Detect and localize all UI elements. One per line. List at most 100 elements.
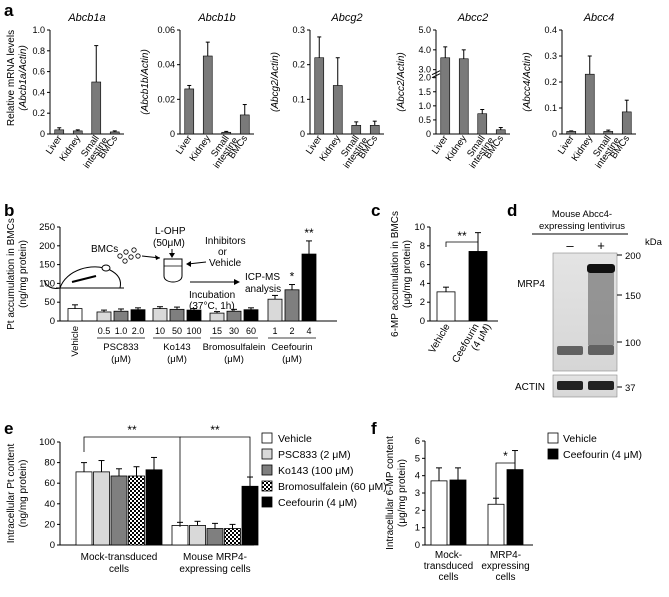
ylabel-line-1: Intracellular Pt content	[6, 444, 17, 544]
y-tick-label: 2.0	[418, 73, 431, 83]
dose-label: 10	[155, 326, 165, 336]
band-label-mrp4: MRP4	[517, 279, 545, 290]
y-tick-label: 5.0	[418, 25, 431, 35]
panel-c-6mp-chart: 6-MP accumulation in BMCs (μg/mg protein)…	[390, 211, 498, 365]
dose-label: 50	[172, 326, 182, 336]
mouse-ear	[101, 264, 111, 272]
chart-title: Abcg2	[330, 12, 362, 24]
bar-3-0	[128, 475, 145, 546]
group-label: Mouse MRP4-	[183, 552, 247, 563]
bar-small-intestine	[603, 131, 614, 135]
significance-mark: *	[503, 449, 508, 463]
schematic-incubation-cond: (37°C, 1h)	[189, 301, 235, 312]
significance-bracket	[495, 462, 516, 503]
bar-bromosulfalein-2	[243, 309, 259, 322]
panel-d-western-blot: Mouse Abcc4- expressing lentivirus – + k…	[515, 209, 663, 398]
cells-icon	[117, 247, 141, 264]
y-tick-label: 0	[552, 129, 557, 139]
dose-label: 2	[289, 326, 294, 336]
legend-label-1: Ceefourin (4 μM)	[563, 449, 642, 461]
tube-icon	[163, 258, 183, 283]
y-tick-label: 0.1	[544, 103, 557, 113]
band-label-actin: ACTIN	[515, 382, 545, 393]
panel-a-chart-abcc4: Abcc4(Abcc4/Actin)00.10.20.30.4LiverKidn…	[522, 12, 636, 171]
blot-title-line-2: expressing lentivirus	[539, 221, 625, 232]
bar-1	[468, 251, 488, 322]
legend-label-2: Ko143 (100 μM)	[278, 465, 354, 477]
bar-3-1	[224, 528, 241, 546]
y-tick-label: 5	[415, 453, 420, 464]
group-label: expressing	[481, 561, 529, 572]
schematic-inhibitors-3: Vehicle	[209, 258, 242, 269]
panel-a-ylabel-line-2: (Abcb1a/Actin)	[18, 45, 29, 111]
arrow-head-drug	[169, 253, 175, 258]
mrp4-smear-plus	[588, 273, 614, 345]
significance-bracket-2	[180, 436, 251, 478]
y-tick-label: 0.1	[292, 94, 305, 104]
y-tick-label: 150	[39, 260, 55, 271]
lane-label-minus: –	[566, 238, 574, 253]
group-unit: (μM)	[167, 354, 187, 365]
ylabel-line-2: (ng/mg protein)	[18, 460, 29, 528]
bar-ko143-1	[169, 308, 185, 322]
y-tick-label: 20	[44, 519, 55, 530]
bar-kidney	[332, 85, 343, 135]
panel-a-chart-abcc2: Abcc2 (Abcc2/Actin) 0 0.5 1.0 1.5 2.03.0 4.0 5.0…	[396, 12, 510, 171]
y-tick-label: 1.0	[418, 101, 431, 111]
y-tick-label: 0.2	[292, 60, 305, 70]
legend-label-1: PSC833 (2 μM)	[278, 449, 351, 461]
actin-band-minus	[557, 381, 583, 390]
bar-0-1	[487, 503, 505, 546]
mrp4-lower-band-minus	[557, 346, 583, 355]
bar-ceefourin-2	[301, 253, 317, 322]
legend-swatch-1	[261, 448, 273, 460]
dose-label: 2.0	[132, 326, 145, 336]
legend-label-3: Bromosulfalein (60 μM)	[278, 481, 387, 493]
panel-b-pt-accumulation-chart: Pt accumulation in BMCs (ng/mg protein) 0 5…	[6, 218, 337, 365]
ylabel-line-2: (μg/mg protein)	[397, 459, 408, 527]
y-tick-label: 0.4	[544, 25, 557, 35]
y-tick-label: 0	[170, 129, 175, 139]
y-tick-label: 1	[415, 523, 420, 534]
svg-text:37: 37	[625, 383, 636, 394]
y-tick-label: 0	[420, 316, 425, 327]
arrow-head	[155, 255, 160, 260]
bar-2-1	[206, 528, 224, 546]
y-tick-label: 4.0	[418, 45, 431, 55]
chart-ylabel: (Abcb1b/Actin)	[140, 49, 151, 115]
chart-ylabel: (Abcg2/Actin)	[270, 52, 281, 112]
y-tick-label: 10	[414, 222, 425, 233]
y-tick-label: 0.4	[32, 87, 45, 97]
arrow-head-inhibitors	[186, 261, 191, 267]
chart-ylabel: (Abcc4/Actin)	[522, 52, 533, 111]
y-tick-label: 2	[415, 505, 420, 516]
schematic-cells-label: BMCs	[91, 244, 118, 255]
y-tick-label: 0.3	[544, 51, 557, 61]
blot-actin-membrane	[552, 374, 618, 398]
bar-kidney	[72, 130, 83, 135]
bar-ko143-0	[152, 308, 168, 322]
y-tick-label: 4	[415, 471, 420, 482]
y-tick-label: 0.8	[32, 46, 45, 56]
axis-break-2	[431, 73, 441, 79]
dose-label: 30	[229, 326, 239, 336]
schematic-incubation: Incubation	[189, 290, 235, 301]
panel-a-ylabel-line-1: Relative mRNA levels	[6, 30, 17, 126]
bar-bmcs	[621, 111, 632, 135]
panel-label-b: b	[4, 201, 14, 220]
bar-0	[436, 291, 456, 322]
ylabel-line-2: (μg/mg protein)	[402, 240, 413, 308]
group-label: Ceefourin	[271, 342, 312, 353]
y-tick-label: 0	[40, 129, 45, 139]
group-label: Mock-transduced	[81, 552, 158, 563]
panel-b-experiment-schematic: BMCs L-OHP (50μM) Inhibitors or Vehicle …	[43, 226, 281, 312]
y-tick-label: 6	[420, 260, 425, 271]
legend-label-0: Vehicle	[563, 433, 597, 445]
bar-psc833-2	[130, 309, 146, 322]
significance-mark: *	[290, 270, 295, 284]
ylabel-line-1: Pt accumulation in BMCs	[6, 218, 17, 330]
bar-ceefourin-1	[284, 289, 300, 322]
chart-title: Abcc4	[583, 12, 615, 24]
mrp4-lower-band-plus	[588, 345, 614, 355]
y-tick-label: 0.04	[157, 60, 175, 70]
